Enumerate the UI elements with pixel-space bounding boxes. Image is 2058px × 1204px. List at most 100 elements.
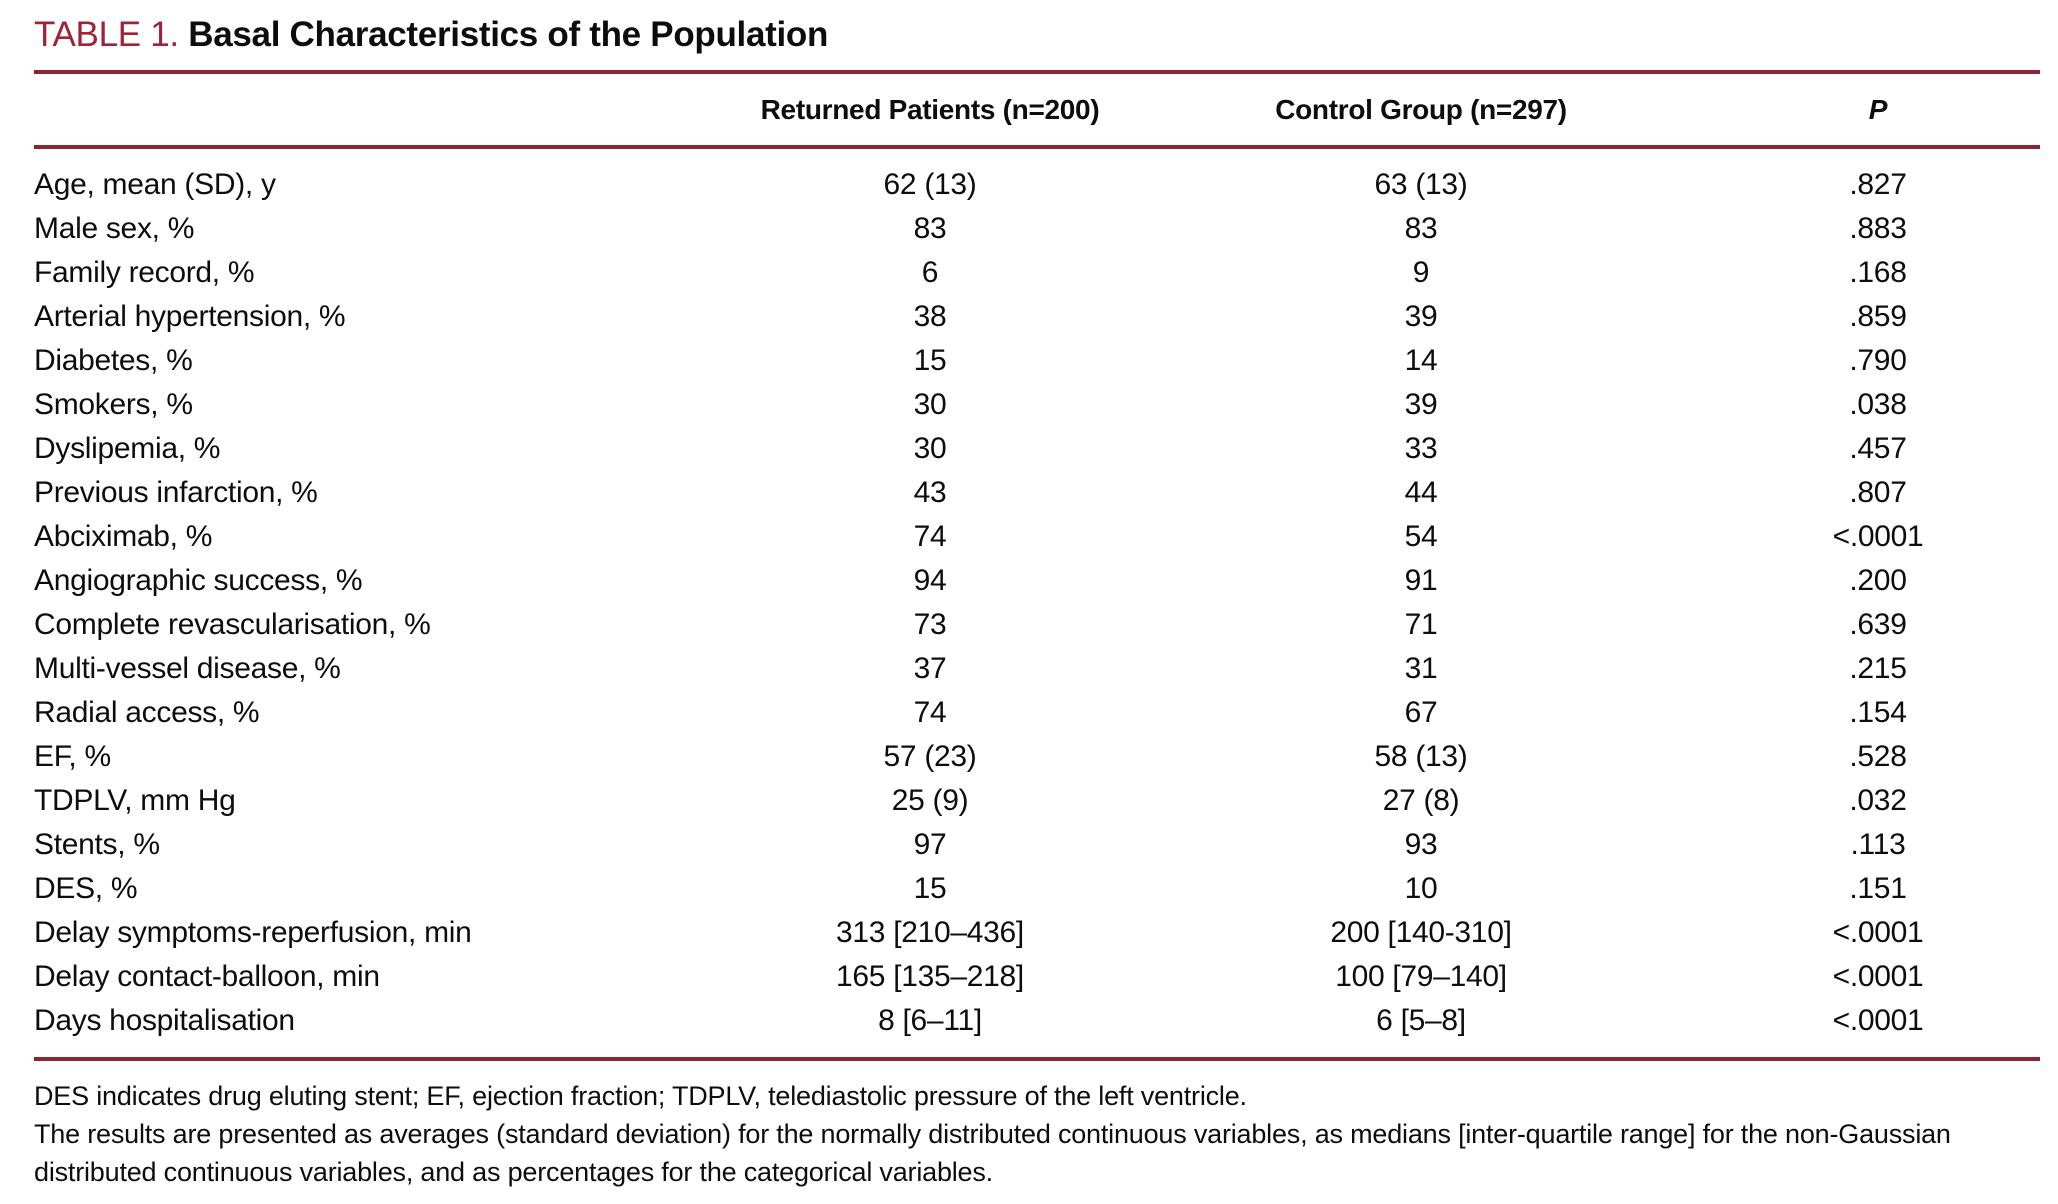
table-row: Age, mean (SD), y 62 (13) 63 (13) .827 [34,147,2040,207]
cell-control-group: 71 [1404,608,1438,641]
col-header-returned-patients: Returned Patients (n=200) [734,72,1126,149]
cell-p-value: <.0001 [1832,1004,1924,1037]
cell-characteristic: Male sex, % [34,212,195,245]
cell-control-group: 91 [1404,564,1438,597]
table-row: Delay symptoms-reperfusion, min 313 [210… [34,911,2040,955]
cell-characteristic: Family record, % [34,256,255,289]
cell-control-group: 27 (8) [1382,784,1460,817]
cell-p-value: .807 [1849,476,1907,509]
table-row: Previous infarction, % 43 44 .807 [34,471,2040,515]
cell-returned-patients: 83 [913,212,947,245]
table-label: TABLE 1. [34,15,179,54]
footnote-abbreviations: DES indicates drug eluting stent; EF, ej… [34,1081,1247,1111]
cell-p-value: .883 [1849,212,1907,245]
cell-control-group: 6 [5–8] [1376,1004,1466,1037]
cell-characteristic: EF, % [34,740,111,773]
cell-returned-patients: 25 (9) [891,784,969,817]
table-title: Basal Characteristics of the Population [188,15,829,54]
table-heading: TABLE 1. Basal Characteristics of the Po… [34,12,2040,58]
cell-control-group: 9 [1412,256,1430,289]
cell-p-value: .113 [1850,828,1906,861]
cell-control-group: 67 [1404,696,1438,729]
cell-returned-patients: 74 [913,696,947,729]
cell-returned-patients: 15 [913,344,947,377]
cell-control-group: 10 [1404,872,1438,905]
cell-characteristic: Dyslipemia, % [34,432,221,465]
cell-control-group: 83 [1404,212,1438,245]
cell-returned-patients: 6 [921,256,939,289]
cell-returned-patients: 57 (23) [883,740,977,773]
table-body: Age, mean (SD), y 62 (13) 63 (13) .827 M… [34,147,2040,1059]
cell-control-group: 63 (13) [1374,168,1468,201]
cell-characteristic: Delay contact-balloon, min [34,960,380,993]
cell-characteristic: TDPLV, mm Hg [34,784,236,817]
cell-control-group: 58 (13) [1374,740,1468,773]
cell-characteristic: Abciximab, % [34,520,213,553]
cell-control-group: 14 [1404,344,1438,377]
cell-p-value: .038 [1849,388,1907,421]
cell-p-value: <.0001 [1832,960,1924,993]
cell-characteristic: Age, mean (SD), y [34,168,276,201]
cell-p-value: .154 [1849,696,1907,729]
cell-characteristic: Diabetes, % [34,344,193,377]
table-row: EF, % 57 (23) 58 (13) .528 [34,735,2040,779]
cell-characteristic: Stents, % [34,828,160,861]
table-row: Days hospitalisation 8 [6–11] 6 [5–8] <.… [34,999,2040,1059]
cell-p-value: .859 [1849,300,1907,333]
cell-p-value: <.0001 [1832,916,1924,949]
cell-returned-patients: 37 [913,652,947,685]
cell-returned-patients: 73 [913,608,947,641]
table-row: Abciximab, % 74 54 <.0001 [34,515,2040,559]
cell-characteristic: DES, % [34,872,138,905]
cell-characteristic: Smokers, % [34,388,193,421]
cell-characteristic: Delay symptoms-reperfusion, min [34,916,472,949]
cell-returned-patients: 8 [6–11] [878,1004,982,1037]
cell-returned-patients: 15 [913,872,947,905]
cell-characteristic: Radial access, % [34,696,260,729]
cell-control-group: 39 [1404,300,1438,333]
cell-returned-patients: 74 [913,520,947,553]
cell-control-group: 44 [1404,476,1438,509]
cell-p-value: .215 [1849,652,1907,685]
cell-returned-patients: 97 [913,828,947,861]
cell-characteristic: Arterial hypertension, % [34,300,346,333]
characteristics-table: Returned Patients (n=200) Control Group … [34,70,2040,1061]
table-row: Multi-vessel disease, % 37 31 .215 [34,647,2040,691]
cell-p-value: .168 [1849,256,1907,289]
table-row: Radial access, % 74 67 .154 [34,691,2040,735]
cell-p-value: .790 [1849,344,1907,377]
col-header-characteristic [34,72,734,149]
table-header-row: Returned Patients (n=200) Control Group … [34,72,2040,149]
cell-control-group: 93 [1404,828,1438,861]
cell-returned-patients: 165 [135–218] [836,960,1024,993]
table-row: DES, % 15 10 .151 [34,867,2040,911]
cell-returned-patients: 30 [913,388,947,421]
footnote-methods: The results are presented as averages (s… [34,1119,1951,1187]
table-row: Dyslipemia, % 30 33 .457 [34,427,2040,471]
table-row: Family record, % 6 9 .168 [34,251,2040,295]
table-row: Angiographic success, % 94 91 .200 [34,559,2040,603]
cell-p-value: .457 [1849,432,1907,465]
cell-p-value: .032 [1849,784,1907,817]
table-row: Stents, % 97 93 .113 [34,823,2040,867]
cell-returned-patients: 38 [913,300,947,333]
table-row: Delay contact-balloon, min 165 [135–218]… [34,955,2040,999]
cell-returned-patients: 43 [913,476,947,509]
cell-returned-patients: 313 [210–436] [836,916,1024,949]
cell-control-group: 54 [1404,520,1438,553]
table-row: TDPLV, mm Hg 25 (9) 27 (8) .032 [34,779,2040,823]
cell-p-value: .528 [1849,740,1907,773]
cell-control-group: 100 [79–140] [1335,960,1507,993]
cell-characteristic: Angiographic success, % [34,564,363,597]
cell-control-group: 33 [1404,432,1438,465]
col-header-p-value: P [1716,72,2040,149]
cell-control-group: 39 [1404,388,1438,421]
cell-characteristic: Days hospitalisation [34,1004,295,1037]
cell-p-value: .639 [1849,608,1907,641]
table-row: Complete revascularisation, % 73 71 .639 [34,603,2040,647]
col-header-control-group: Control Group (n=297) [1126,72,1716,149]
table-row: Diabetes, % 15 14 .790 [34,339,2040,383]
cell-p-value: .200 [1849,564,1907,597]
table-row: Male sex, % 83 83 .883 [34,207,2040,251]
